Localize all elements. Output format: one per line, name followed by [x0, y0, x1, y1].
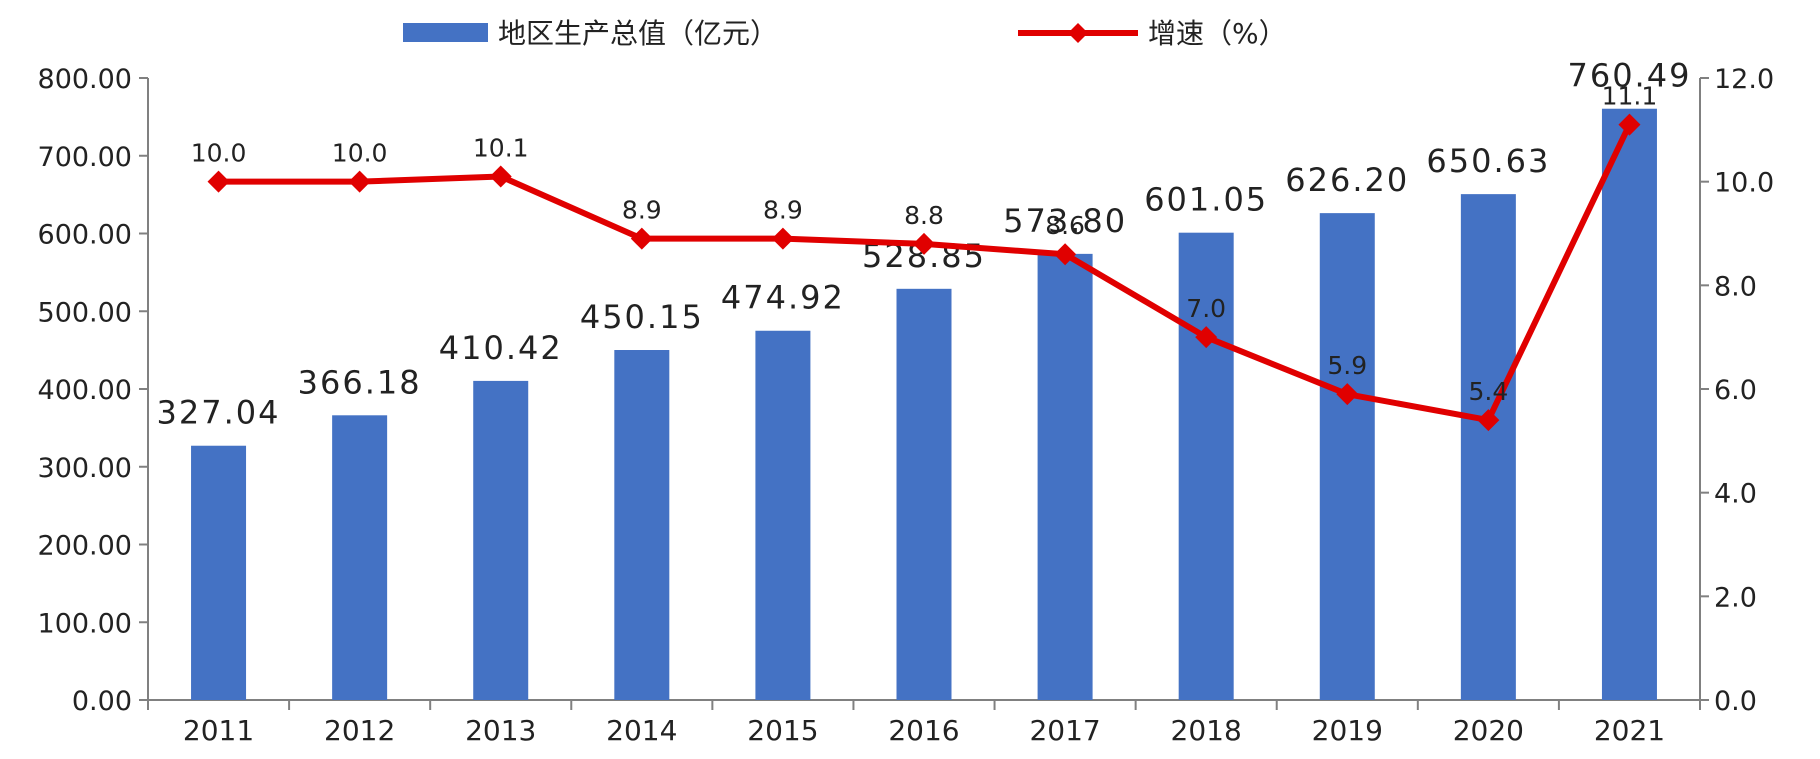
x-tick-label: 2018 [1171, 714, 1242, 747]
gdp-bar-label: 410.42 [439, 329, 563, 367]
gdp-bar-label: 650.63 [1426, 142, 1550, 180]
gdp-bar-label: 327.04 [157, 394, 281, 432]
left-y-tick-label: 100.00 [38, 608, 132, 639]
left-y-tick-label: 0.00 [72, 686, 132, 717]
gdp-bar [191, 445, 247, 700]
legend-line-marker [1068, 23, 1088, 43]
gdp-bar-label: 366.18 [298, 363, 422, 401]
x-tick-label: 2014 [606, 714, 677, 747]
gdp-bar [1601, 108, 1657, 701]
growth-label: 8.6 [1045, 211, 1085, 240]
growth-point [489, 165, 512, 188]
gdp-bar-label: 760.49 [1567, 57, 1691, 95]
growth-label: 8.8 [904, 201, 944, 230]
left-y-tick-label: 600.00 [38, 220, 132, 251]
x-tick-label: 2013 [465, 714, 536, 747]
gdp-bar-label: 601.05 [1144, 181, 1268, 219]
x-tick-label: 2020 [1453, 714, 1524, 747]
growth-label: 11.1 [1602, 82, 1658, 111]
x-tick-label: 2021 [1594, 714, 1665, 747]
growth-point [1477, 409, 1500, 432]
gdp-bar-label: 626.20 [1285, 161, 1409, 199]
gdp-bar [1460, 194, 1516, 700]
right-y-tick-label: 6.0 [1714, 375, 1757, 406]
growth-point [1618, 113, 1641, 136]
growth-label: 10.0 [332, 139, 388, 168]
growth-point [1054, 243, 1077, 266]
growth-point [348, 170, 371, 193]
x-tick-label: 2017 [1029, 714, 1100, 747]
x-tick-label: 2015 [747, 714, 818, 747]
growth-point [771, 227, 794, 250]
growth-label: 5.4 [1468, 377, 1508, 406]
left-y-tick-label: 500.00 [38, 297, 132, 328]
gdp-bar [1319, 213, 1375, 700]
growth-point [207, 170, 230, 193]
right-y-tick-label: 12.0 [1714, 64, 1774, 95]
growth-label: 5.9 [1327, 351, 1367, 380]
gdp-bar [332, 415, 388, 700]
growth-point [1195, 326, 1218, 349]
left-y-tick-label: 300.00 [38, 453, 132, 484]
gdp-bar [1037, 253, 1093, 701]
growth-label: 10.0 [191, 139, 247, 168]
gdp-bar [896, 288, 952, 700]
left-y-tick-label: 700.00 [38, 142, 132, 173]
gdp-bar [614, 350, 670, 700]
growth-point [630, 227, 653, 250]
right-y-tick-label: 10.0 [1714, 168, 1774, 199]
left-y-tick-label: 200.00 [38, 531, 132, 562]
right-y-tick-label: 4.0 [1714, 479, 1757, 510]
right-y-tick-label: 8.0 [1714, 271, 1757, 302]
x-tick-label: 2016 [888, 714, 959, 747]
gdp-bar-label: 573.80 [1003, 202, 1127, 240]
left-y-tick-label: 800.00 [38, 64, 132, 95]
right-y-tick-label: 2.0 [1714, 582, 1757, 613]
x-tick-label: 2011 [183, 714, 254, 747]
growth-point [913, 232, 935, 255]
gdp-bar [755, 330, 811, 700]
growth-label: 8.9 [622, 196, 662, 225]
growth-point [1336, 383, 1359, 406]
gdp-bar-label: 450.15 [580, 298, 704, 336]
legend-line-label: 增速（%） [1148, 17, 1287, 50]
left-y-tick-label: 400.00 [38, 375, 132, 406]
growth-label: 7.0 [1186, 294, 1226, 323]
x-tick-label: 2012 [324, 714, 395, 747]
right-y-tick-label: 0.0 [1714, 686, 1757, 717]
legend-bar-label: 地区生产总值（亿元） [498, 17, 778, 50]
gdp-bar [473, 380, 529, 700]
growth-label: 10.1 [473, 133, 529, 162]
legend-bar-swatch [403, 23, 488, 42]
gdp-bar-label: 474.92 [721, 279, 845, 317]
growth-label: 8.9 [763, 196, 803, 225]
x-tick-label: 2019 [1312, 714, 1383, 747]
gdp-bar [1178, 232, 1234, 700]
